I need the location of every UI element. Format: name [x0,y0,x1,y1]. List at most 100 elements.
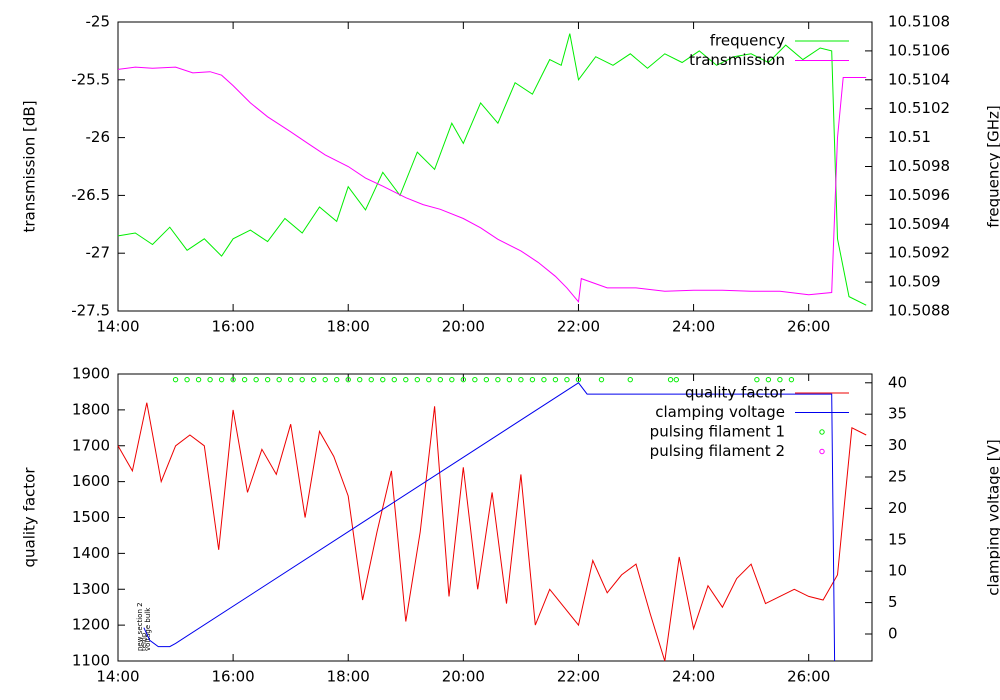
x-tick-label: 26:00 [787,318,830,336]
y-tick-label: 1500 [72,508,110,526]
point [518,376,524,383]
y-axis-label: transmission [dB] [21,100,39,232]
y-tick-label: -26.5 [71,186,110,204]
y2-tick-label: 10.5088 [888,302,950,320]
y2-tick-label: 10.5092 [888,244,950,262]
point [552,376,559,383]
y-tick-label: 1400 [72,544,110,562]
point [541,376,547,383]
point [460,376,467,383]
annotation: temp [140,632,148,651]
x-tick-label: 24:00 [672,668,715,686]
y2-tick-label: 15 [888,530,907,548]
point [368,376,374,383]
y-tick-label: -27.5 [71,302,110,320]
point [276,376,282,383]
legend-label: transmission [689,51,785,69]
legend-key [819,448,825,455]
point [529,376,536,383]
y-tick-label: 1900 [72,365,110,383]
point [207,376,213,383]
y2-tick-label: 10.5098 [888,157,950,175]
legend-label: pulsing filament 1 [650,423,785,441]
y2-tick-label: 40 [888,373,907,391]
point [667,376,674,383]
y2-tick-label: 10.5108 [888,13,950,31]
point [403,376,409,383]
annotation: new section 2 [136,602,144,651]
y2-tick-label: 10.5104 [888,70,950,88]
point [380,376,386,383]
x-tick-label: 14:00 [96,668,139,686]
point [322,376,328,383]
point [264,376,271,383]
point [184,376,190,383]
y2-tick-label: 0 [888,624,898,642]
point [230,376,236,383]
point [253,376,259,383]
annotation: voltage bulk [144,607,152,651]
y2-tick-label: 10.51 [888,128,931,146]
point [765,376,772,383]
x-tick-label: 18:00 [327,668,370,686]
y-tick-label: 1800 [72,400,110,418]
point [564,376,570,383]
y-axis-label: quality factor [21,467,39,568]
y2-tick-label: 30 [888,436,907,454]
y-tick-label: 1100 [72,652,110,670]
x-tick-label: 22:00 [557,318,600,336]
x-tick-label: 14:00 [96,318,139,336]
x-tick-label: 16:00 [211,318,254,336]
point [598,376,605,383]
point [287,376,294,383]
point [299,376,305,383]
point [673,376,680,383]
y2-axis-label: clamping voltage [V] [985,439,1000,595]
series-line [117,66,867,304]
point [310,376,317,383]
y-tick-label: 1300 [72,580,110,598]
point [437,376,444,383]
point [449,376,455,383]
y-tick-label: 1200 [72,616,110,634]
y2-tick-label: 35 [888,405,907,423]
x-tick-label: 22:00 [557,668,600,686]
point [788,376,795,383]
point [575,376,582,383]
point [754,376,760,383]
point [195,376,202,383]
x-tick-label: 26:00 [787,668,830,686]
point [391,376,397,383]
y-tick-label: 1700 [72,436,110,454]
point [627,376,633,383]
legend-label: clamping voltage [655,403,785,421]
series-line [117,33,867,306]
legend-label: frequency [710,32,785,50]
point [218,376,225,383]
legend-label: quality factor [685,384,786,402]
y2-tick-label: 25 [888,467,907,485]
y2-tick-label: 10.5102 [888,99,950,117]
y2-tick-label: 10 [888,562,907,580]
y-tick-label: -27 [86,244,111,262]
y2-tick-label: 5 [888,593,898,611]
point [414,376,420,383]
point [472,376,478,383]
point [357,376,363,383]
legend-label: pulsing filament 2 [650,442,785,460]
point [345,376,351,383]
x-tick-label: 24:00 [672,318,715,336]
y-tick-label: 1600 [72,472,110,490]
x-tick-label: 16:00 [211,668,254,686]
point [426,376,432,383]
point [495,376,501,383]
series-line [143,382,836,662]
point [241,376,248,383]
point [506,376,513,383]
x-tick-label: 20:00 [442,318,485,336]
x-tick-label: 18:00 [327,318,370,336]
y2-tick-label: 10.5096 [888,186,950,204]
point [334,376,340,383]
point [172,376,179,383]
